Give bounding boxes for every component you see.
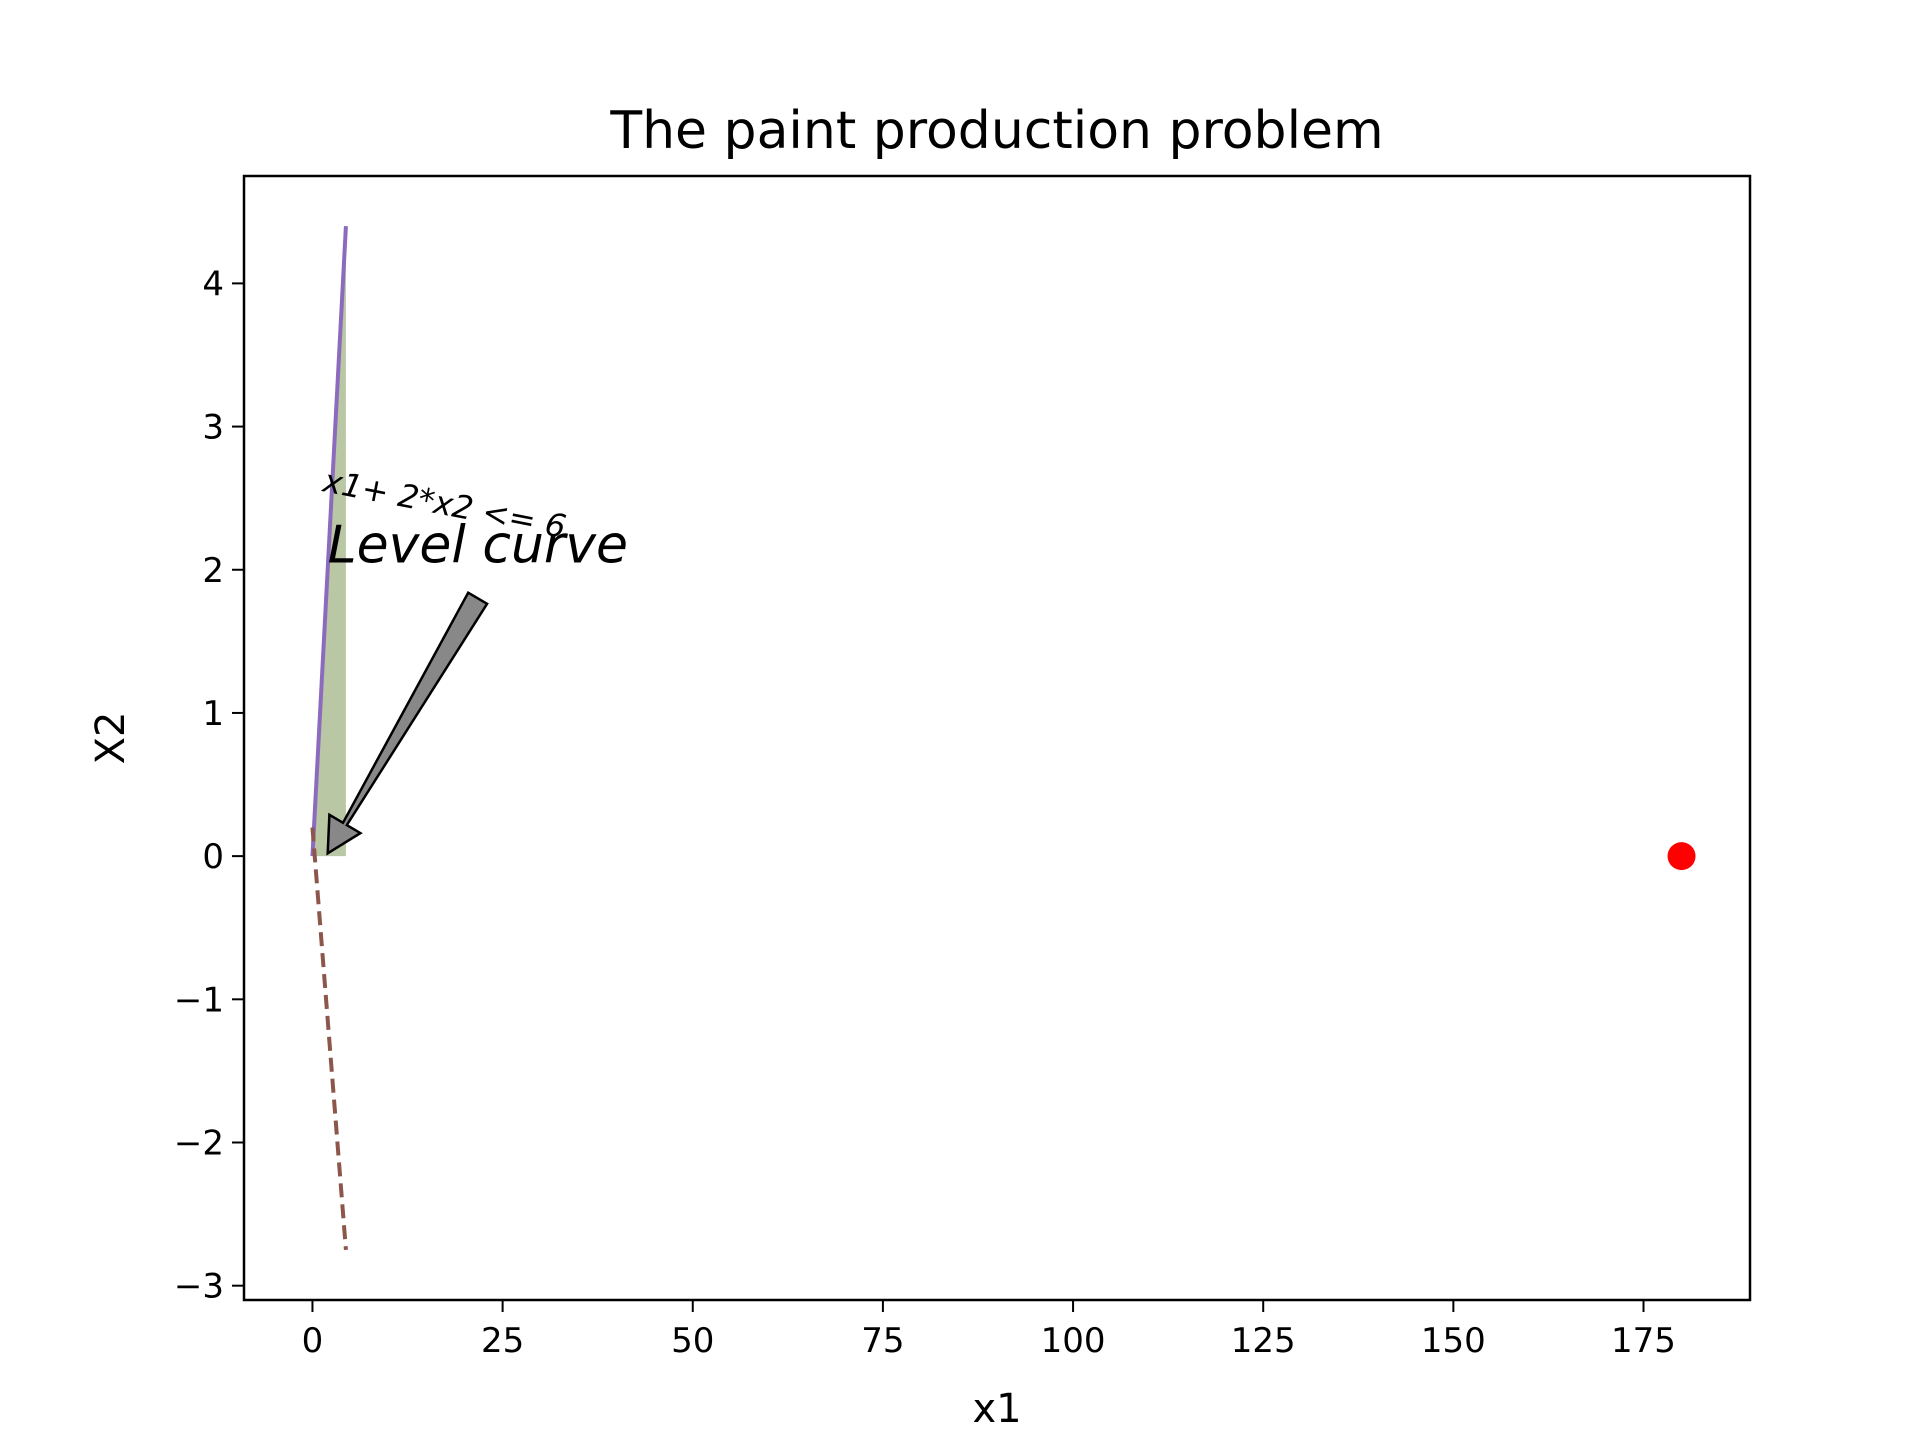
chart-title: The paint production problem: [609, 101, 1383, 161]
y-tick-label-4: 1: [202, 694, 224, 734]
y-tick-label-5: 2: [202, 551, 224, 591]
x-tick-label-5: 125: [1231, 1321, 1296, 1361]
y-tick-label-0: −3: [174, 1267, 224, 1307]
x-tick-label-4: 100: [1041, 1321, 1106, 1361]
annotation-arrow: [326, 590, 489, 856]
y-axis-label: X2: [88, 712, 134, 765]
x-tick-label-6: 150: [1421, 1321, 1486, 1361]
x-tick-label-0: 0: [302, 1321, 324, 1361]
x-tick-label-3: 75: [861, 1321, 904, 1361]
x-tick-label-7: 175: [1611, 1321, 1676, 1361]
plot-area: [310, 226, 1696, 1251]
data-point-0: [1667, 842, 1696, 871]
level-curve-annotation: Level curve: [328, 516, 628, 576]
y-tick-label-1: −2: [174, 1123, 224, 1163]
x-tick-label-1: 25: [481, 1321, 524, 1361]
ticks: 0 25 50 75 100 125 150 175 −3 −2 −1 0 1 2 3 4: [174, 264, 1676, 1361]
axes-frame: [242, 174, 1752, 1302]
x-axis-label: x1: [972, 1386, 1021, 1432]
y-tick-label-7: 4: [202, 264, 224, 304]
y-tick-label-6: 3: [202, 408, 224, 448]
y-tick-label-3: 0: [202, 837, 224, 877]
x-tick-label-2: 50: [671, 1321, 714, 1361]
constraint-line-0: [310, 226, 348, 857]
dashed-line-1: [310, 827, 348, 1251]
y-tick-label-2: −1: [174, 980, 224, 1020]
